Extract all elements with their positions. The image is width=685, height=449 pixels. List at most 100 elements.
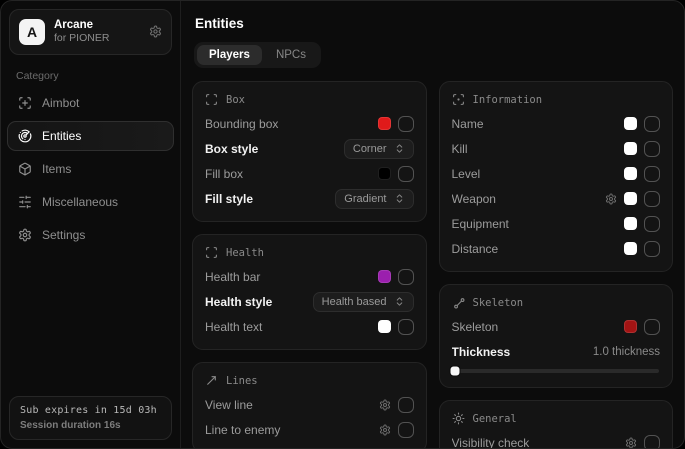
name-color-swatch[interactable] (624, 117, 637, 130)
settings-gear-icon[interactable] (605, 193, 617, 205)
health-bar-checkbox[interactable] (397, 268, 414, 285)
box-icon (18, 162, 32, 176)
sidebar-item-label: Settings (42, 227, 86, 242)
row-label: Skeleton (451, 319, 499, 334)
row-kill: Kill (452, 136, 660, 161)
panel-title: Health (226, 246, 264, 259)
row-fill-style: Fill style Gradient (205, 186, 414, 211)
bounding-box-color-swatch[interactable] (377, 117, 391, 130)
bounding-box-checkbox[interactable] (397, 115, 414, 132)
panel-title: General (472, 412, 517, 425)
panel-title: Box (226, 93, 245, 106)
settings-gear-icon[interactable] (379, 424, 391, 436)
distance-color-swatch[interactable] (624, 242, 637, 255)
dropdown-value: Gradient (344, 192, 387, 205)
settings-gear-icon[interactable] (379, 399, 391, 411)
skeleton-checkbox[interactable] (644, 318, 660, 335)
dropdown-value: Health based (321, 295, 387, 308)
sidebar-item-label: Items (42, 161, 72, 176)
equipment-color-swatch[interactable] (624, 217, 637, 230)
row-thickness: Thickness 1.0 thickness (452, 339, 661, 364)
row-label: View line (205, 397, 253, 412)
kill-color-swatch[interactable] (624, 142, 637, 155)
box-style-dropdown[interactable]: Corner (343, 138, 414, 159)
row-label: Health style (205, 294, 273, 309)
row-line-to-enemy: Line to enemy (205, 417, 414, 442)
row-label: Box style (205, 141, 259, 156)
panel-title: Lines (226, 374, 258, 387)
row-fill-box: Fill box (205, 161, 414, 186)
line-to-enemy-checkbox[interactable] (397, 421, 414, 438)
visibility-check-checkbox[interactable] (644, 434, 660, 448)
weapon-checkbox[interactable] (644, 190, 660, 207)
health-bar-color-swatch[interactable] (377, 270, 391, 283)
panel-header: Box (205, 93, 414, 106)
name-checkbox[interactable] (644, 115, 660, 132)
health-style-dropdown[interactable]: Health based (312, 291, 414, 312)
chevrons-up-down-icon (394, 143, 405, 154)
panel-title: Skeleton (472, 296, 524, 309)
panel-skeleton: Skeleton Skeleton Thickness 1.0 thickness (438, 284, 673, 388)
gear-icon[interactable] (149, 25, 162, 38)
distance-checkbox[interactable] (644, 240, 660, 257)
row-label: Health bar (205, 269, 261, 284)
fill-box-checkbox[interactable] (397, 165, 414, 182)
sun-icon (452, 412, 465, 425)
fill-style-dropdown[interactable]: Gradient (335, 188, 414, 209)
page-title: Entities (195, 16, 244, 31)
tab-npcs[interactable]: NPCs (275, 49, 306, 61)
level-color-swatch[interactable] (624, 167, 637, 180)
row-skeleton: Skeleton (451, 314, 660, 339)
health-text-color-swatch[interactable] (377, 320, 391, 333)
skeleton-color-swatch[interactable] (624, 320, 637, 333)
row-label: Line to enemy (205, 422, 281, 437)
sidebar-item-miscellaneous[interactable]: Miscellaneous (7, 187, 174, 217)
sidebar-item-label: Aimbot (42, 95, 80, 110)
tab-players[interactable]: Players (197, 45, 262, 65)
category-label: Category (16, 69, 59, 82)
view-line-checkbox[interactable] (397, 396, 414, 413)
fill-box-color-swatch[interactable] (377, 167, 391, 180)
sidebar-item-aimbot[interactable]: Aimbot (7, 88, 174, 118)
chevrons-up-down-icon (394, 193, 405, 204)
panel-header: Skeleton (452, 296, 661, 309)
row-label: Fill box (205, 166, 244, 181)
main-content: Entities Players NPCs Box Bounding box Box … (181, 1, 684, 448)
sidebar-item-entities[interactable]: Entities (7, 120, 174, 151)
row-name: Name (452, 111, 660, 136)
thickness-value: 1.0 thickness (592, 345, 660, 358)
sidebar-nav: Aimbot Entities Items Miscellaneous Settings (1, 88, 180, 250)
row-level: Level (452, 161, 660, 186)
panel-health: Health Health bar Health style Health based… (192, 234, 427, 350)
equipment-checkbox[interactable] (644, 215, 660, 232)
sidebar-item-settings[interactable]: Settings (7, 220, 174, 250)
health-text-checkbox[interactable] (397, 318, 414, 335)
panel-header: Lines (205, 374, 414, 387)
slider-handle[interactable] (450, 366, 460, 376)
row-distance: Distance (452, 236, 660, 261)
panel-header: General (452, 412, 661, 425)
row-visibility-check: Visibility check (451, 430, 660, 449)
dropdown-value: Corner (352, 142, 387, 155)
weapon-color-swatch[interactable] (624, 192, 637, 205)
chevrons-up-down-icon (394, 296, 405, 307)
app-name: Arcane (54, 19, 93, 31)
sidebar-item-items[interactable]: Items (7, 154, 174, 184)
kill-checkbox[interactable] (644, 140, 660, 157)
row-bounding-box: Bounding box (205, 111, 414, 136)
level-checkbox[interactable] (644, 165, 660, 182)
row-label: Bounding box (205, 116, 279, 131)
app-subtitle: for PIONER (54, 32, 110, 45)
radar-icon (18, 129, 32, 143)
settings-gear-icon[interactable] (625, 437, 637, 448)
line-icon (205, 374, 218, 387)
row-equipment: Equipment (452, 211, 660, 236)
panel-header: Health (205, 246, 414, 259)
session-duration-text: Session duration 16s (20, 420, 121, 431)
sidebar-item-label: Miscellaneous (42, 194, 119, 209)
panel-box: Box Bounding box Box style Corner Fill box Fi… (192, 81, 427, 222)
thickness-slider[interactable] (450, 366, 659, 376)
row-label: Visibility check (451, 435, 530, 449)
